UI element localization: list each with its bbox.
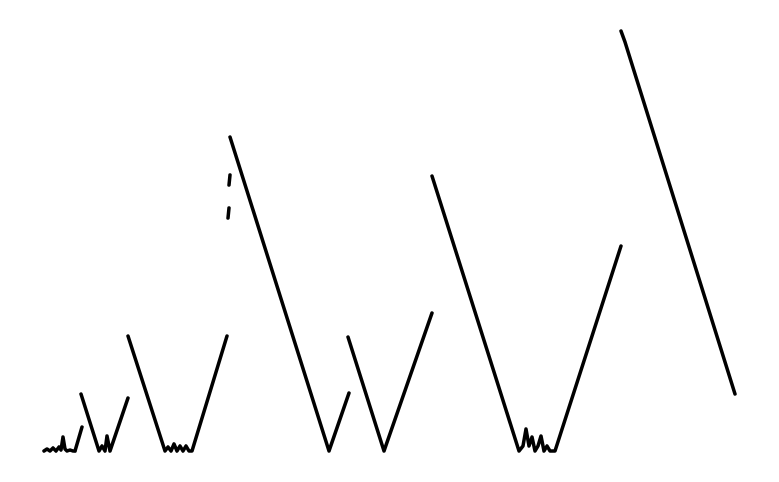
small-v-stroke [79, 392, 130, 453]
middle-v-stroke [346, 311, 434, 453]
tick-mark-upper [227, 173, 232, 187]
left-small-rise-stroke [73, 425, 84, 453]
large-v-stroke [228, 135, 351, 453]
right-large-v-stroke [430, 174, 623, 453]
tick-mark-lower [226, 206, 231, 220]
tallest-descending-stroke [619, 29, 737, 396]
medium-v-stroke [126, 334, 229, 453]
left-baseline-noise-stroke [42, 435, 77, 453]
